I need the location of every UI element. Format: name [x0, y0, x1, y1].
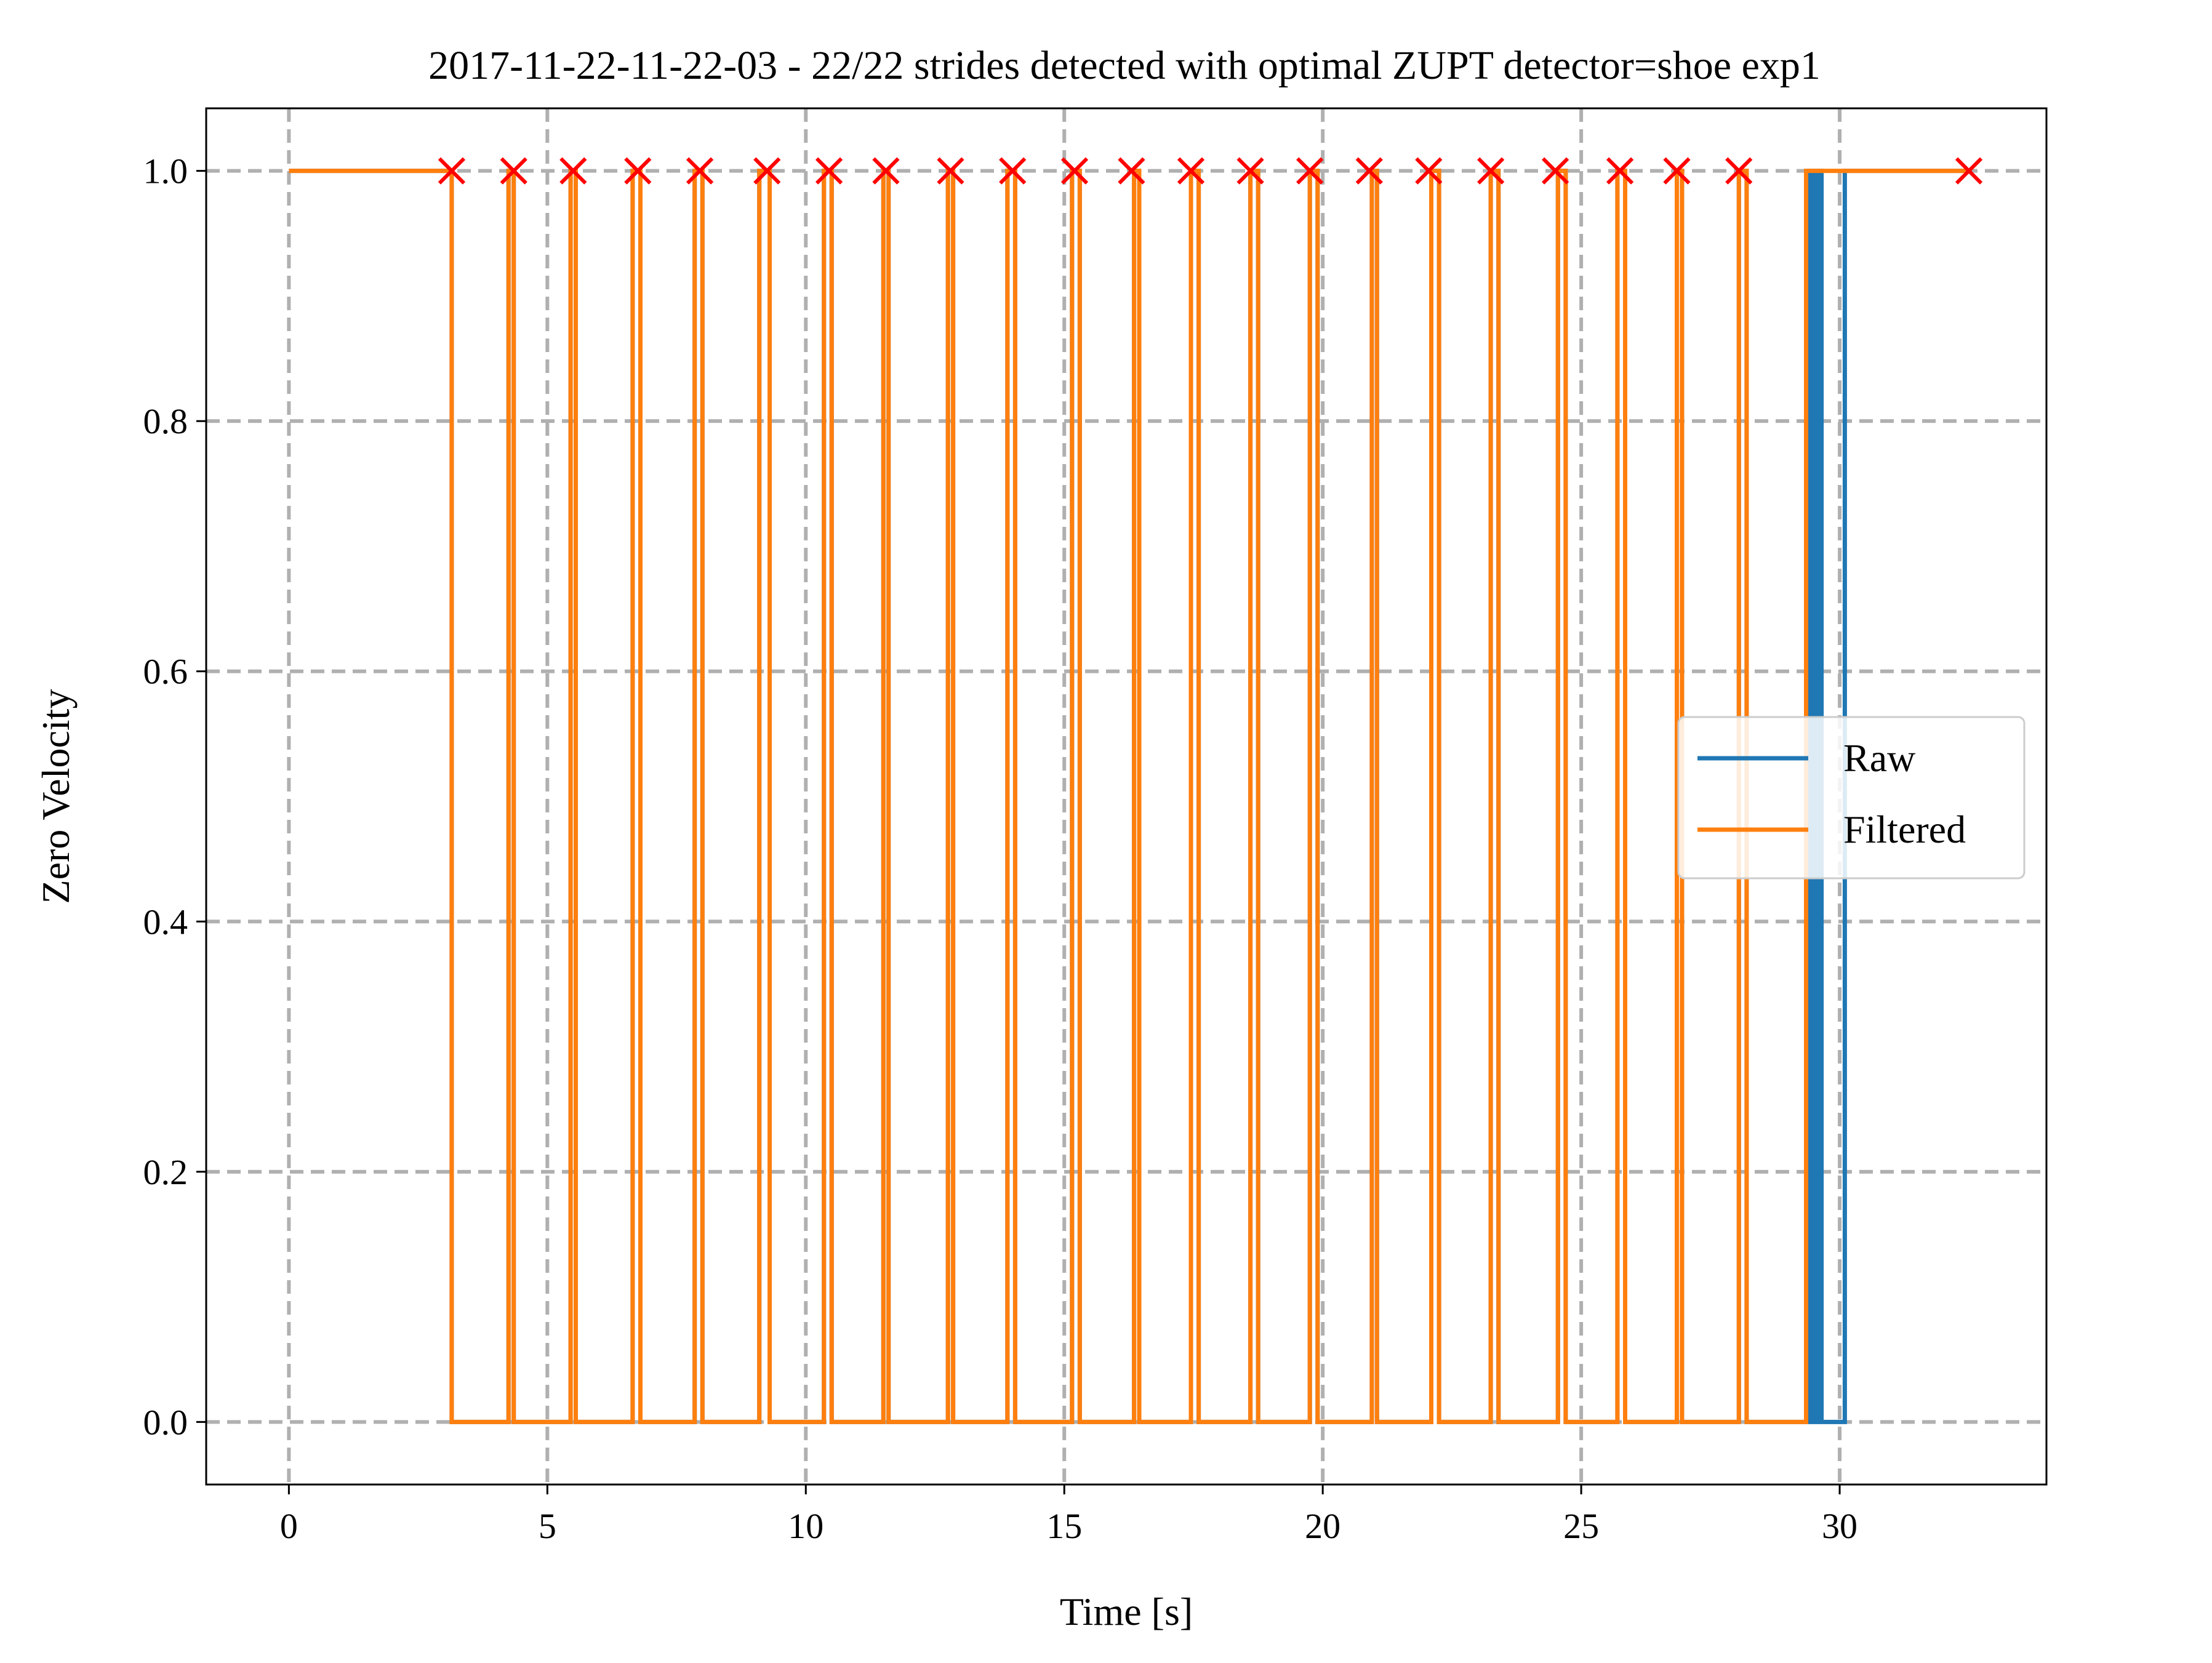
stride-marker: [1355, 157, 1383, 185]
axis-ticks: 0 5 10 15 20 25 30 0.0 0.2 0.4 0.6 0.8 1.0: [143, 151, 1858, 1546]
legend-filtered-label: Filtered: [1843, 807, 1966, 851]
legend: Raw Filtered: [1677, 716, 2026, 880]
x-axis-label: Time [s]: [1060, 1590, 1193, 1633]
y-tick-label: 0.6: [143, 652, 188, 692]
x-tick-label: 30: [1822, 1506, 1857, 1546]
stride-marker: [1236, 157, 1264, 185]
stride-marker: [1663, 157, 1691, 185]
x-tick-label: 25: [1563, 1506, 1599, 1546]
stride-marker: [753, 157, 781, 185]
stride-marker: [1296, 157, 1324, 185]
stride-marker: [999, 157, 1027, 185]
x-tick-label: 5: [539, 1506, 556, 1546]
stride-marker: [624, 157, 652, 185]
stride-marker: [1060, 157, 1089, 185]
stride-marker: [686, 157, 714, 185]
stride-marker: [1177, 157, 1205, 185]
x-tick-label: 10: [788, 1506, 823, 1546]
y-tick-label: 0.0: [143, 1402, 188, 1442]
legend-raw-label: Raw: [1843, 736, 1915, 780]
x-tick-label: 0: [280, 1506, 298, 1546]
stride-marker: [500, 157, 527, 185]
chart-title: 2017-11-22-11-22-03 - 22/22 strides dete…: [428, 43, 1821, 88]
y-axis-label: Zero Velocity: [34, 689, 78, 904]
stride-marker: [1606, 157, 1634, 185]
stride-markers: [438, 157, 1983, 185]
x-tick-label: 15: [1046, 1506, 1082, 1546]
stride-marker: [438, 157, 466, 185]
y-tick-label: 0.8: [143, 401, 188, 441]
stride-marker: [1955, 157, 1983, 185]
stride-marker: [1725, 157, 1753, 185]
series-line-filtered: [289, 169, 1969, 1424]
y-tick-label: 0.2: [143, 1152, 188, 1192]
stride-marker: [937, 157, 964, 185]
y-tick-label: 1.0: [143, 151, 188, 191]
stride-marker: [559, 157, 587, 185]
series-filtered: [289, 169, 1969, 1424]
plot-area-frame: [205, 107, 2048, 1486]
stride-marker: [815, 157, 843, 185]
stride-marker: [1541, 157, 1569, 185]
stride-marker: [872, 157, 900, 185]
stride-marker: [1477, 157, 1505, 185]
x-tick-label: 20: [1305, 1506, 1340, 1546]
stride-marker: [1118, 157, 1145, 185]
y-tick-label: 0.4: [143, 902, 188, 942]
stride-marker: [1415, 157, 1443, 185]
